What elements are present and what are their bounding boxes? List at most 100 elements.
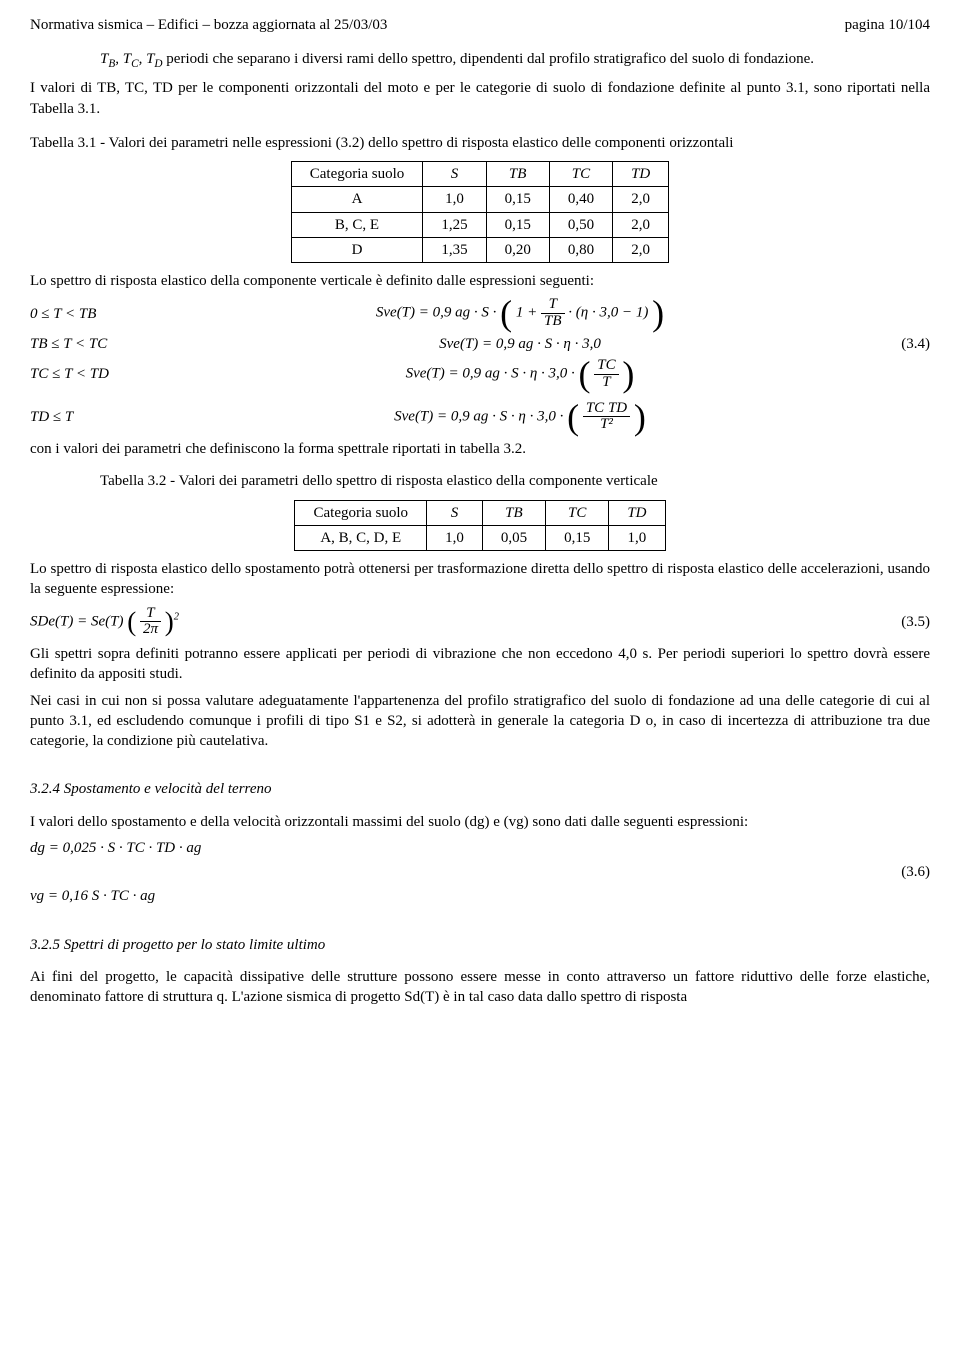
post-eq-34-text: con i valori dei parametri che definisco… (30, 439, 930, 459)
frac-num: T (140, 606, 161, 623)
sub-C: C (131, 58, 139, 70)
cell: D (291, 237, 423, 262)
section-325-title: 3.2.5 Spettri di progetto per lo stato l… (30, 935, 930, 955)
t32-h0: Categoria suolo (295, 500, 427, 525)
eq-txt: SDe(T) = Se(T) (30, 613, 123, 629)
eq-number: (3.4) (870, 334, 930, 354)
t31-h1: S (423, 162, 486, 187)
eq-body: Sve(T) = 0,9 ag · S · η · 3,0 · ( TC T ) (170, 358, 870, 391)
definition-periods: TB, TC, TD periodi che separano i divers… (30, 49, 930, 72)
eq-condition: TC ≤ T < TD (30, 364, 170, 384)
eq-body: dg = 0,025 · S · TC · TD · ag (30, 838, 870, 858)
eq-txt: Sve(T) = 0,9 ag · S · η · 3,0 · (394, 408, 567, 424)
fraction: T TB (541, 297, 565, 330)
eq-body: Sve(T) = 0,9 ag · S · η · 3,0 · ( TC TD … (170, 401, 870, 434)
cell: 1,35 (423, 237, 486, 262)
cell: 0,50 (549, 212, 612, 237)
exponent: 2 (174, 611, 179, 622)
t31-h3: TC (549, 162, 612, 187)
eq-36-line-2: vg = 0,16 S · TC · ag (30, 886, 930, 906)
cell: 0,15 (546, 525, 609, 550)
frac-den: T² (583, 417, 630, 433)
eq-body: SDe(T) = Se(T) ( T 2π )2 (30, 606, 870, 639)
cell: 1,0 (427, 525, 483, 550)
eq-number: (3.6) (870, 862, 930, 882)
rparen-icon: ) (622, 354, 634, 394)
post-eq35-p2: Nei casi in cui non si possa valutare ad… (30, 691, 930, 752)
vertical-spectrum-intro: Lo spettro di risposta elastico della co… (30, 271, 930, 291)
cell: B, C, E (291, 212, 423, 237)
cell: A (291, 187, 423, 212)
eq-34-line-2: TB ≤ T < TC Sve(T) = 0,9 ag · S · η · 3,… (30, 334, 930, 354)
lparen-icon: ( (567, 397, 579, 437)
txt: , T (139, 51, 155, 67)
t32-h1: S (427, 500, 483, 525)
header-right: pagina 10/104 (845, 15, 930, 35)
t31-h0: Categoria suolo (291, 162, 423, 187)
fraction: TC TD T² (583, 401, 630, 434)
lparen-icon: ( (579, 354, 591, 394)
fraction: TC T (594, 358, 618, 391)
table-row: D 1,35 0,20 0,80 2,0 (291, 237, 669, 262)
post-eq35-p1: Gli spettri sopra definiti potranno esse… (30, 644, 930, 685)
t32-h4: TD (609, 500, 665, 525)
table-row: A 1,0 0,15 0,40 2,0 (291, 187, 669, 212)
rparen-icon: ) (652, 293, 664, 333)
eq-34-line-4: TD ≤ T Sve(T) = 0,9 ag · S · η · 3,0 · (… (30, 401, 930, 434)
cell: A, B, C, D, E (295, 525, 427, 550)
eq-body: vg = 0,16 S · TC · ag (30, 886, 870, 906)
eq-body: Sve(T) = 0,9 ag · S · η · 3,0 (170, 334, 870, 354)
intro-paragraph-2: I valori di TB, TC, TD per le componenti… (30, 78, 930, 119)
rparen-icon: ) (165, 606, 174, 636)
section-325-text: Ai fini del progetto, le capacità dissip… (30, 967, 930, 1008)
eq-35: SDe(T) = Se(T) ( T 2π )2 (3.5) (30, 606, 930, 639)
cell: 0,20 (486, 237, 549, 262)
cell: 0,05 (482, 525, 545, 550)
table-row: B, C, E 1,25 0,15 0,50 2,0 (291, 212, 669, 237)
eq-body: Sve(T) = 0,9 ag · S · ( 1 + T TB · (η · … (170, 297, 870, 330)
cell: 0,15 (486, 212, 549, 237)
lparen-icon: ( (127, 606, 136, 636)
txt: , T (115, 51, 131, 67)
displacement-intro: Lo spettro di risposta elastico dello sp… (30, 559, 930, 600)
table-32: Categoria suolo S TB TC TD A, B, C, D, E… (294, 500, 665, 552)
section-324-title: 3.2.4 Spostamento e velocità del terreno (30, 779, 930, 799)
cell: 2,0 (613, 212, 669, 237)
eq-txt: 1 + (516, 305, 541, 321)
fraction: T 2π (140, 606, 161, 639)
frac-den: TB (541, 314, 565, 330)
t31-h2: TB (486, 162, 549, 187)
cell: 2,0 (613, 187, 669, 212)
def-text: periodi che separano i diversi rami dell… (163, 51, 814, 67)
section-324-intro: I valori dello spostamento e della veloc… (30, 812, 930, 832)
cell: 2,0 (613, 237, 669, 262)
eq-txt: · (η · 3,0 − 1) (568, 305, 648, 321)
frac-num: T (541, 297, 565, 314)
eq-number: (3.5) (870, 612, 930, 632)
t31-h4: TD (613, 162, 669, 187)
eq-condition: TB ≤ T < TC (30, 334, 170, 354)
eq-36-line-1: dg = 0,025 · S · TC · TD · ag (30, 838, 930, 858)
table-31-caption: Tabella 3.1 - Valori dei parametri nelle… (30, 133, 930, 153)
eq-36-num-row: (3.6) (30, 862, 930, 882)
t32-h3: TC (546, 500, 609, 525)
eq-txt: Sve(T) = 0,9 ag · S · η · 3,0 · (406, 366, 579, 382)
cell: 1,25 (423, 212, 486, 237)
t32-h2: TB (482, 500, 545, 525)
cell: 1,0 (609, 525, 665, 550)
rparen-icon: ) (634, 397, 646, 437)
eq-condition: TD ≤ T (30, 407, 170, 427)
cell: 0,15 (486, 187, 549, 212)
table-31: Categoria suolo S TB TC TD A 1,0 0,15 0,… (291, 161, 670, 263)
header-left: Normativa sismica – Edifici – bozza aggi… (30, 15, 387, 35)
frac-den: 2π (140, 622, 161, 638)
cell: 0,40 (549, 187, 612, 212)
table-32-caption: Tabella 3.2 - Valori dei parametri dello… (30, 471, 930, 491)
table-row: A, B, C, D, E 1,0 0,05 0,15 1,0 (295, 525, 665, 550)
eq-condition: 0 ≤ T < TB (30, 304, 170, 324)
eq-txt: Sve(T) = 0,9 ag · S · (376, 305, 500, 321)
frac-num: TC (594, 358, 618, 375)
frac-den: T (594, 375, 618, 391)
sub-D: D (154, 58, 162, 70)
frac-num: TC TD (583, 401, 630, 418)
